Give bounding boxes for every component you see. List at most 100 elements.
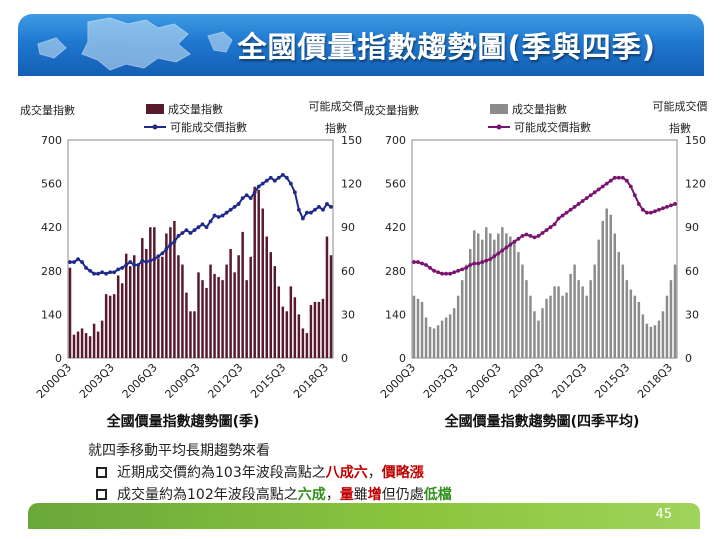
- volume-bar: [633, 295, 637, 358]
- left-tick-label: 700: [41, 134, 62, 147]
- volume-bar: [68, 267, 72, 358]
- price-index-point: [244, 193, 249, 198]
- price-index-point: [232, 204, 237, 209]
- volume-bar: [137, 266, 140, 358]
- volume-bar: [569, 273, 572, 358]
- volume-bar: [92, 323, 96, 358]
- price-index-point: [624, 178, 629, 183]
- price-index-point: [196, 225, 201, 230]
- chart-title: 全國價量指數趨勢圖(季): [106, 413, 260, 430]
- plot-area-frame: [411, 139, 678, 359]
- right-tick-label: 0: [685, 352, 692, 365]
- right-tick-label: 30: [685, 308, 699, 321]
- volume-bar: [120, 283, 124, 358]
- chart-title: 全國價量指數趨勢圖(四季平均): [444, 413, 640, 430]
- price-index-point: [112, 270, 117, 275]
- price-index-point: [649, 210, 653, 215]
- volume-bar: [489, 233, 492, 358]
- left-axis-label: 成交量指數: [364, 103, 419, 117]
- price-index-point: [456, 268, 461, 273]
- volume-bar: [505, 233, 508, 358]
- volume-bar: [253, 186, 256, 358]
- price-index-point: [220, 213, 225, 218]
- price-index-point: [96, 271, 101, 276]
- price-index-point: [256, 184, 261, 189]
- x-tick-label: 2009Q3: [507, 361, 547, 401]
- volume-bar: [189, 311, 192, 358]
- volume-bar: [621, 264, 625, 358]
- volume-bar: [468, 249, 472, 358]
- price-index-point: [536, 234, 541, 238]
- volume-bar: [513, 239, 516, 358]
- price-index-point: [309, 210, 313, 215]
- price-index-point: [596, 187, 601, 192]
- volume-bar: [84, 333, 88, 358]
- price-index-point: [132, 263, 137, 267]
- x-tick-label: 2006Q3: [464, 361, 504, 401]
- volume-bar: [485, 227, 488, 358]
- x-tick-label: 2015Q3: [592, 361, 632, 401]
- volume-bar: [428, 326, 432, 358]
- right-axis-label-line2: 指數: [325, 121, 347, 135]
- bullet-2-highlight-low: 低檔: [423, 487, 452, 503]
- price-index-point: [612, 175, 617, 180]
- x-tick-label: 2012Q3: [205, 361, 245, 401]
- volume-bar: [209, 264, 212, 358]
- volume-bar: [293, 297, 297, 358]
- volume-bar: [185, 292, 188, 358]
- volume-bar: [456, 295, 460, 358]
- chart-four-quarter-average: 成交量指數 可能成交價 指數 成交量指數 可能成交價指數 0 140 280 420 560 700…: [362, 96, 712, 436]
- price-index-point: [636, 202, 641, 206]
- price-index-point: [576, 202, 581, 206]
- price-index-point: [564, 210, 569, 215]
- volume-bar: [225, 264, 228, 358]
- price-index-point: [240, 196, 245, 201]
- left-tick-label: 280: [41, 265, 62, 278]
- x-tick-label: 2000Q3: [378, 361, 418, 401]
- price-index-point: [661, 206, 665, 211]
- price-index-point: [212, 213, 217, 218]
- plot-area-frame: [67, 139, 334, 359]
- price-index-point: [416, 260, 420, 264]
- volume-bar: [309, 305, 313, 358]
- slide-footer: 45: [28, 503, 700, 529]
- price-index-point: [200, 222, 205, 227]
- volume-bar: [177, 255, 180, 358]
- volume-bar: [452, 308, 456, 358]
- volume-bar: [317, 301, 321, 358]
- x-tick-label: 2018Q3: [291, 361, 331, 401]
- price-index-point: [492, 254, 497, 259]
- volume-bar: [265, 236, 268, 358]
- price-index-point: [152, 257, 157, 262]
- price-index-point: [148, 258, 153, 263]
- volume-bar: [444, 317, 448, 358]
- volume-bar: [565, 292, 568, 358]
- price-index-point: [144, 260, 149, 264]
- volume-bar: [173, 220, 176, 358]
- price-index-point: [268, 175, 273, 180]
- volume-bar: [297, 314, 301, 358]
- price-index-point: [620, 175, 625, 180]
- price-index-point: [496, 251, 501, 256]
- price-index-point: [72, 260, 76, 264]
- right-tick-label: 150: [341, 134, 362, 147]
- volume-bar: [325, 236, 329, 358]
- price-index-line: [414, 176, 676, 275]
- volume-bar: [221, 280, 224, 358]
- left-tick-label: 560: [385, 178, 406, 191]
- right-axis-label-line1: 可能成交價: [309, 99, 364, 113]
- price-index-point: [68, 260, 72, 264]
- right-tick-label: 60: [685, 265, 699, 278]
- bullet-1-comma: ，: [367, 465, 382, 481]
- price-index-point: [440, 271, 445, 276]
- left-tick-label: 420: [385, 221, 406, 234]
- price-index-point: [168, 242, 173, 247]
- volume-bar: [124, 253, 128, 358]
- price-index-point: [628, 184, 633, 189]
- volume-bar: [537, 320, 540, 358]
- volume-bar: [205, 287, 208, 358]
- bullet-1-highlight-86: 八成六: [325, 465, 368, 481]
- chart-quarterly: 成交量指數 可能成交價 指數 成交量指數 可能成交價指數 0 140 280 420 560 700…: [18, 96, 368, 436]
- volume-bar: [269, 252, 273, 358]
- page-number: 45: [655, 507, 672, 522]
